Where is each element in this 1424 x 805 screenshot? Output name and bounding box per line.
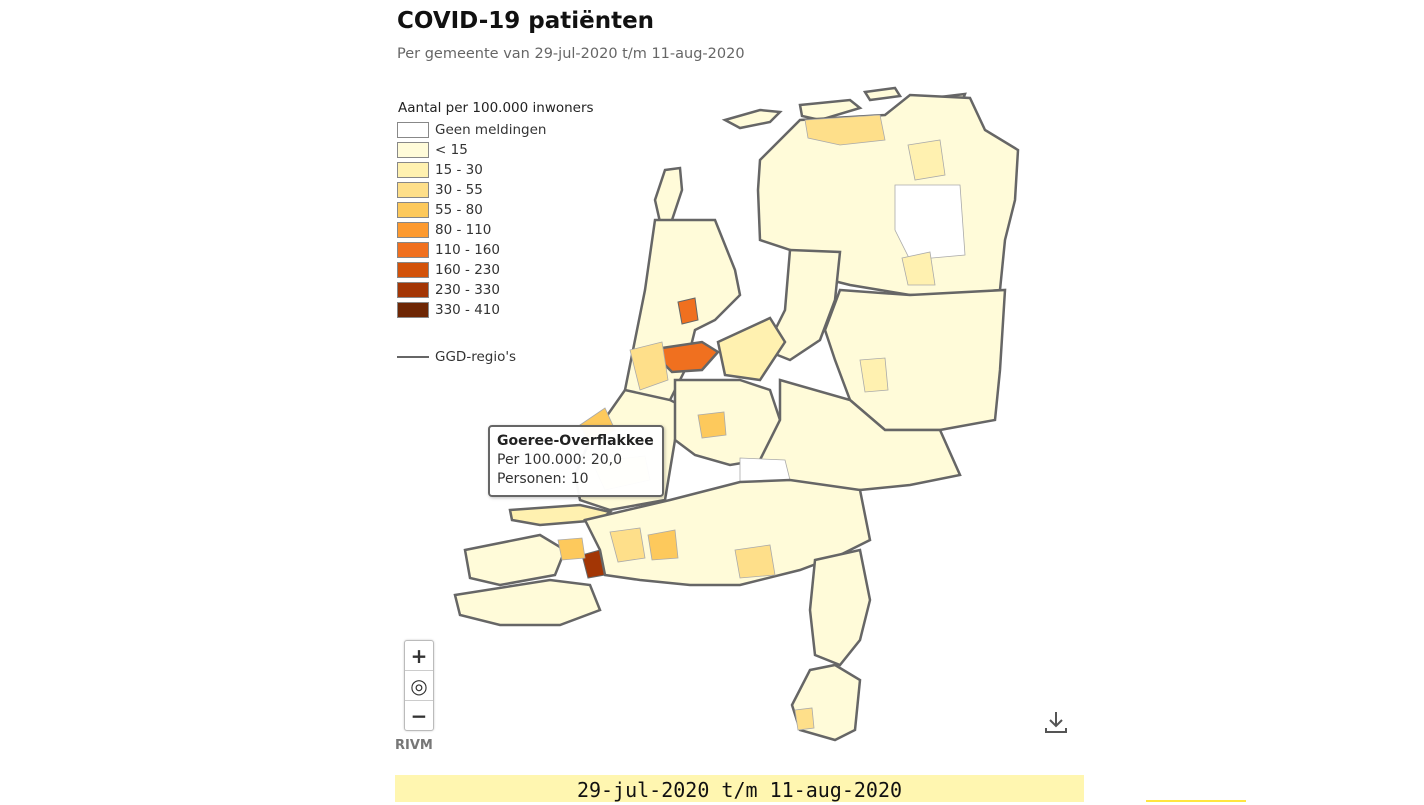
ggd-legend: GGD-regio's: [397, 349, 516, 365]
tooltip-count: Personen: 10: [497, 471, 589, 487]
map-subtitle: Per gemeente van 29-jul-2020 t/m 11-aug-…: [397, 46, 745, 62]
legend-label: 230 - 330: [435, 282, 500, 298]
legend-label: 55 - 80: [435, 202, 483, 218]
region-maastricht[interactable]: [794, 707, 815, 731]
region-roosendaal[interactable]: [557, 537, 586, 561]
region-breda[interactable]: [609, 527, 646, 563]
legend-label: 80 - 110: [435, 222, 492, 238]
reset-view-button[interactable]: ◎: [405, 671, 433, 701]
island-ameland[interactable]: [862, 86, 903, 102]
ggd-line-swatch: [397, 356, 429, 358]
legend-label: < 15: [435, 142, 468, 158]
legend-label: 30 - 55: [435, 182, 483, 198]
tooltip-rate: Per 100.000: 20,0: [497, 452, 622, 468]
legend-item: 110 - 160: [397, 240, 594, 260]
region-tilburg[interactable]: [647, 529, 679, 561]
legend-label: 330 - 410: [435, 302, 500, 318]
legend-swatch: [397, 262, 429, 278]
decorative-strip: [1146, 800, 1246, 802]
region-groningen-highlight[interactable]: [907, 139, 946, 181]
map-credit: RIVM: [395, 738, 433, 753]
legend-swatch: [397, 222, 429, 238]
zoom-controls: + ◎ −: [404, 640, 434, 731]
legend-swatch: [397, 162, 429, 178]
legend-item: 55 - 80: [397, 200, 594, 220]
legend-item: 160 - 230: [397, 260, 594, 280]
legend-label: 160 - 230: [435, 262, 500, 278]
legend-swatch: [397, 142, 429, 158]
island-texel[interactable]: [653, 166, 684, 224]
legend: Aantal per 100.000 inwoners Geen melding…: [397, 100, 594, 320]
legend-item: 30 - 55: [397, 180, 594, 200]
legend-item: 330 - 410: [397, 300, 594, 320]
legend-swatch: [397, 282, 429, 298]
legend-swatch: [397, 202, 429, 218]
region-twente-highlight[interactable]: [859, 357, 889, 393]
region-zeeland-north[interactable]: [463, 533, 567, 587]
legend-item: 230 - 330: [397, 280, 594, 300]
map-tooltip: Goeree-Overflakkee Per 100.000: 20,0 Per…: [488, 425, 664, 497]
legend-label: 15 - 30: [435, 162, 483, 178]
ggd-label: GGD-regio's: [435, 349, 517, 365]
region-utrecht-city[interactable]: [697, 411, 727, 439]
legend-item: Geen meldingen: [397, 120, 594, 140]
netherlands-map[interactable]: [440, 80, 1040, 760]
region-flevoland[interactable]: [763, 248, 842, 362]
legend-swatch: [397, 182, 429, 198]
legend-item: 80 - 110: [397, 220, 594, 240]
legend-item: < 15: [397, 140, 594, 160]
region-eindhoven[interactable]: [734, 544, 776, 579]
region-friesland-highlight[interactable]: [804, 114, 886, 146]
zoom-in-button[interactable]: +: [405, 641, 433, 671]
region-almere[interactable]: [716, 316, 787, 382]
tooltip-title: Goeree-Overflakkee: [497, 433, 654, 449]
download-icon[interactable]: [1042, 708, 1070, 736]
legend-title: Aantal per 100.000 inwoners: [398, 100, 594, 116]
legend-swatch: [397, 242, 429, 258]
zoom-out-button[interactable]: −: [410, 703, 428, 728]
legend-item: 15 - 30: [397, 160, 594, 180]
period-label: 29-jul-2020 t/m 11-aug-2020: [395, 775, 1084, 802]
region-amsterdam[interactable]: [660, 340, 720, 374]
island-vlieland[interactable]: [721, 108, 783, 130]
region-zeeland-south[interactable]: [453, 578, 602, 627]
island-terschelling[interactable]: [798, 98, 863, 122]
map-title: COVID-19 patiënten: [397, 8, 655, 34]
legend-swatch: [397, 302, 429, 318]
legend-swatch: [397, 122, 429, 138]
region-nijmegen-white[interactable]: [739, 457, 791, 483]
region-drenthe-small[interactable]: [901, 251, 936, 286]
region-haarlem[interactable]: [629, 341, 669, 391]
region-gelderland[interactable]: [758, 378, 962, 502]
legend-label: Geen meldingen: [435, 122, 547, 138]
legend-label: 110 - 160: [435, 242, 500, 258]
region-limburg-north[interactable]: [808, 548, 872, 667]
region-drenthe-white[interactable]: [894, 184, 966, 261]
region-zaanstad[interactable]: [677, 297, 699, 325]
